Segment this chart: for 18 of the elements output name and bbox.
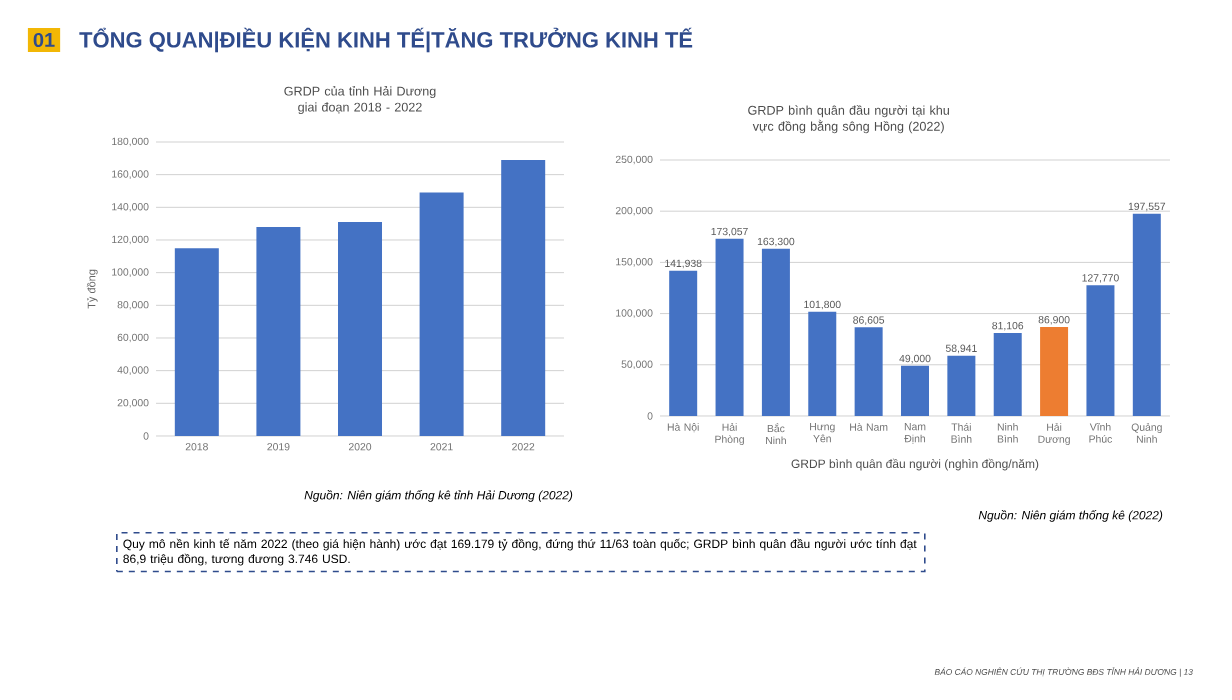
bar (715, 238, 744, 416)
bar (854, 327, 883, 416)
bar (669, 270, 698, 416)
bar (501, 159, 546, 436)
bar (761, 248, 790, 416)
bar (993, 332, 1022, 416)
bar (808, 311, 837, 416)
text: TỔNG QUAN|ĐIỀU KIỆN KINH TẾ|TĂNG TRƯỞNG KINH TẾ (79, 27, 693, 53)
bar (256, 226, 301, 436)
bar (338, 222, 382, 436)
bar (1040, 327, 1069, 416)
text: 01 (33, 32, 55, 48)
bar (947, 355, 976, 416)
bar (1132, 213, 1161, 416)
bar (419, 192, 464, 436)
bar (174, 248, 219, 436)
bar (900, 365, 929, 416)
bar (1086, 285, 1115, 416)
